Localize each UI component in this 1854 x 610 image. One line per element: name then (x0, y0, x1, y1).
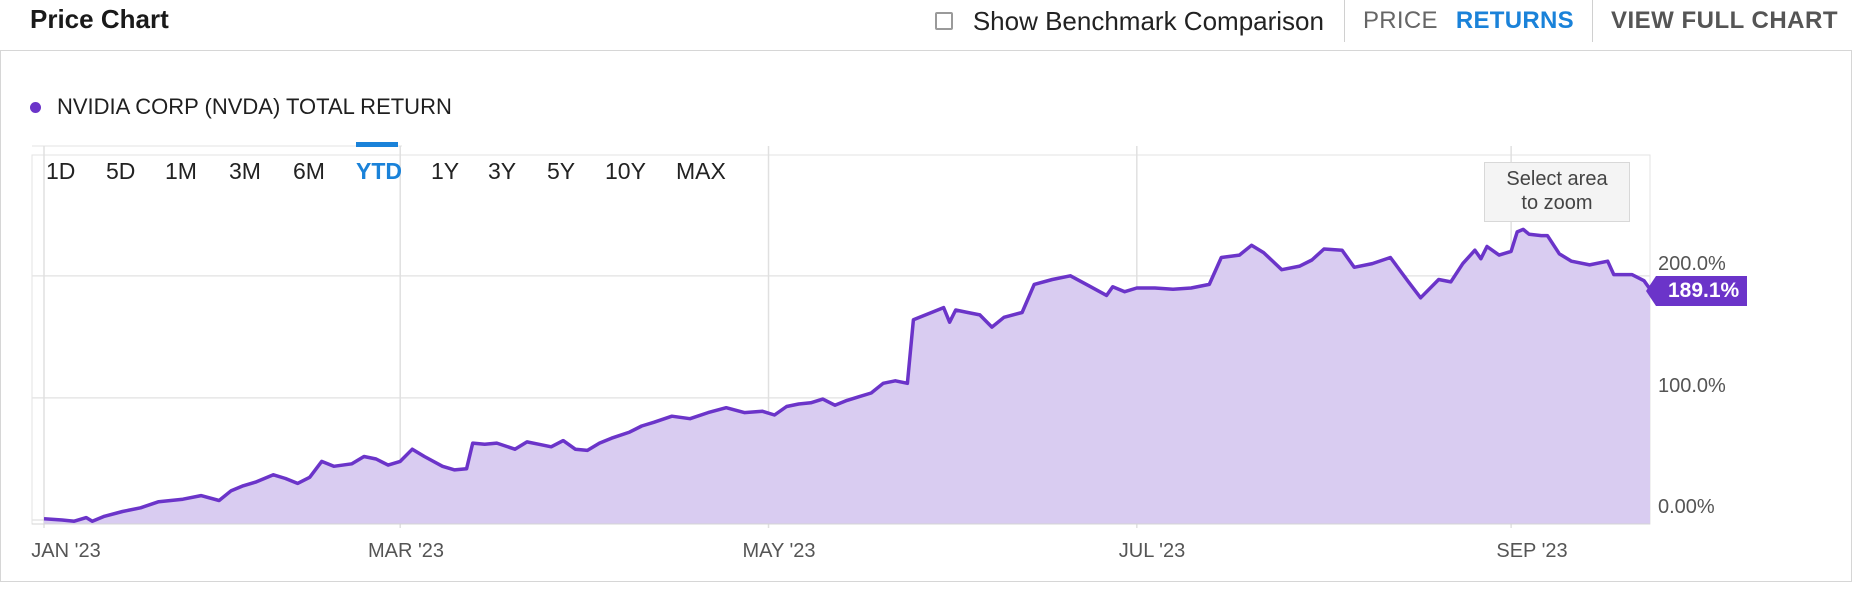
chart-legend: NVIDIA CORP (NVDA) TOTAL RETURN (30, 94, 452, 120)
zoom-hint-line-2: to zoom (1521, 192, 1593, 214)
range-1y-button[interactable]: 1Y (431, 158, 460, 184)
x-tick-label: MAY '23 (742, 540, 816, 562)
series-area (44, 229, 1650, 524)
divider (1343, 0, 1345, 42)
range-5y-button[interactable]: 5Y (547, 158, 576, 184)
zoom-hint-tooltip: Select area to zoom (1484, 162, 1630, 222)
value-badge-arrow (1646, 276, 1656, 306)
range-1d-button[interactable]: 1D (46, 158, 76, 184)
range-1m-button[interactable]: 1M (165, 158, 197, 184)
chart-panel (0, 50, 1852, 582)
range-6m-button[interactable]: 6M (293, 158, 325, 184)
range-ytd-button[interactable]: YTD (356, 158, 402, 184)
series-line (43, 227, 1652, 523)
range-5d-button[interactable]: 5D (106, 158, 136, 184)
x-tick-label: JAN '23 (31, 540, 101, 562)
benchmark-checkbox[interactable] (934, 12, 953, 30)
returns-toggle[interactable]: RETURNS (1455, 7, 1574, 34)
range-3m-button[interactable]: 3M (229, 158, 261, 184)
legend-dot-icon (30, 101, 41, 113)
y-tick-label: 100.0% (1658, 375, 1726, 397)
benchmark-label[interactable]: Show Benchmark Comparison (972, 5, 1324, 36)
divider (1591, 0, 1593, 42)
page-title: Price Chart (30, 4, 169, 34)
x-tick-label: SEP '23 (1496, 540, 1568, 562)
view-full-chart-link[interactable]: VIEW FULL CHART (1610, 7, 1838, 34)
y-tick-label: 200.0% (1658, 253, 1726, 275)
price-toggle[interactable]: PRICE (1362, 7, 1438, 34)
y-tick-label: 0.00% (1658, 496, 1715, 518)
range-3y-button[interactable]: 3Y (488, 158, 517, 184)
range-10y-button[interactable]: 10Y (605, 158, 646, 184)
header-controls: Show Benchmark Comparison PRICE RETURNS … (934, 0, 1838, 42)
current-value-badge: 189.1% (1656, 276, 1748, 306)
legend-label: NVIDIA CORP (NVDA) TOTAL RETURN (57, 94, 452, 119)
chart-header: Price Chart Show Benchmark Comparison PR… (0, 0, 1854, 50)
range-max-button[interactable]: MAX (676, 158, 726, 184)
x-tick-label: MAR '23 (367, 540, 445, 562)
zoom-hint-line-1: Select area (1506, 168, 1608, 190)
range-active-underline (356, 142, 398, 147)
x-tick-label: JUL '23 (1118, 540, 1186, 562)
